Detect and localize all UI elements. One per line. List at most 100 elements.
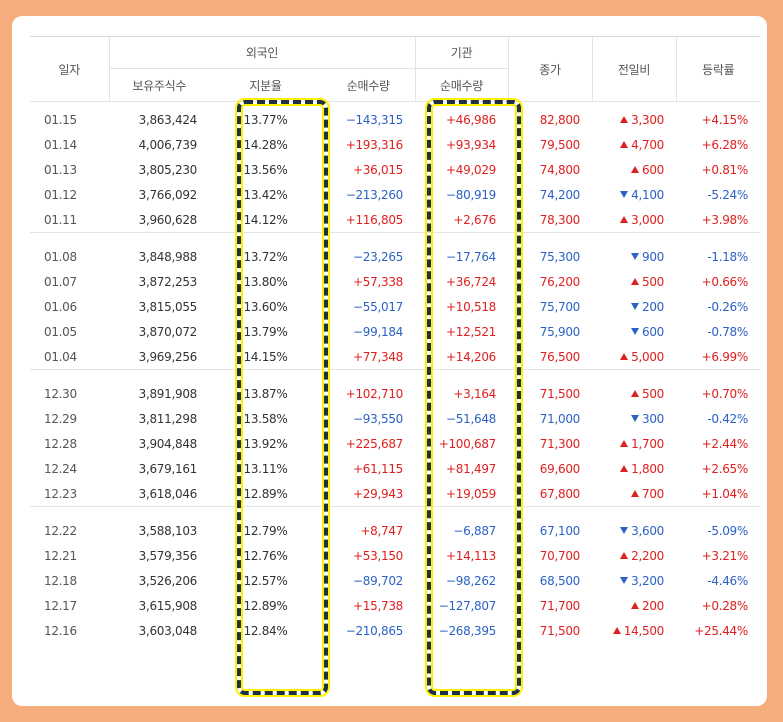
header-holdings: 보유주식수 (108, 68, 209, 102)
row-rate: -1.18% (707, 249, 748, 264)
row-inst-net: +93,934 (446, 137, 496, 152)
triangle-up-icon (630, 389, 639, 397)
row-inst-net: −6,887 (453, 523, 496, 538)
row-foreign-net: −99,184 (353, 324, 403, 339)
table-row: 01.08 3,848,988 13.72% −23,265 −17,764 75,300… (30, 244, 760, 269)
row-rate: +3.21% (701, 548, 749, 563)
row-change-value: 700 (641, 486, 664, 501)
table-row: 01.11 3,960,628 14.12% +116,805 +2,676 78,300… (30, 207, 760, 233)
row-close: 70,700 (539, 548, 581, 563)
row-change-value: 900 (641, 249, 664, 264)
row-change-value: 14,500 (623, 623, 665, 638)
table-row: 01.04 3,969,256 14.15% +77,348 +14,206 76,500… (30, 344, 760, 370)
row-date: 12.17 (44, 598, 77, 613)
row-change: 200 (592, 593, 676, 618)
table-row: 01.07 3,872,253 13.80% +57,338 +36,724 76,200… (30, 269, 760, 294)
row-change: 700 (592, 481, 676, 507)
row-rate: -5.24% (707, 187, 748, 202)
row-holdings: 3,615,908 (138, 598, 198, 613)
row-change-value: 600 (641, 324, 664, 339)
row-close: 78,300 (539, 212, 581, 227)
row-close: 67,100 (539, 523, 581, 538)
row-ratio: 13.77% (243, 112, 288, 127)
row-holdings: 3,805,230 (138, 162, 198, 177)
table-row: 01.14 4,006,739 14.28% +193,316 +93,934 79,50… (30, 132, 760, 157)
triangle-up-icon (620, 215, 629, 223)
row-ratio: 13.79% (243, 324, 288, 339)
row-close: 71,700 (539, 598, 581, 613)
row-foreign-net: +29,943 (353, 486, 403, 501)
row-change: 1,800 (592, 456, 676, 481)
row-change-value: 300 (641, 411, 664, 426)
row-holdings: 3,766,092 (138, 187, 198, 202)
row-date: 12.30 (44, 386, 77, 401)
row-close: 71,500 (539, 623, 581, 638)
triangle-down-icon (630, 414, 639, 422)
group-separator (30, 506, 760, 518)
row-holdings: 3,872,253 (138, 274, 198, 289)
row-rate: +0.81% (701, 162, 749, 177)
row-change: 3,600 (592, 518, 676, 543)
row-ratio: 13.42% (243, 187, 288, 202)
row-date: 12.23 (44, 486, 77, 501)
row-foreign-net: −89,702 (353, 573, 403, 588)
triangle-up-icon (620, 352, 629, 360)
triangle-up-icon (620, 464, 629, 472)
row-foreign-net: −210,865 (345, 623, 404, 638)
row-rate: -5.09% (707, 523, 748, 538)
row-holdings: 3,579,356 (138, 548, 198, 563)
row-change: 300 (592, 406, 676, 431)
table-row: 12.21 3,579,356 12.76% +53,150 +14,113 70,700… (30, 543, 760, 568)
row-foreign-net: +77,348 (353, 349, 403, 364)
triangle-up-icon (630, 165, 639, 173)
row-date: 01.06 (44, 299, 77, 314)
row-rate: -4.46% (707, 573, 748, 588)
row-ratio: 13.80% (243, 274, 288, 289)
table-row: 01.12 3,766,092 13.42% −213,260 −80,919 74,20… (30, 182, 760, 207)
row-rate: +0.70% (701, 386, 749, 401)
row-change-value: 500 (641, 274, 664, 289)
row-rate: +25.44% (694, 623, 748, 638)
row-holdings: 3,815,055 (138, 299, 198, 314)
row-ratio: 13.60% (243, 299, 288, 314)
row-close: 82,800 (539, 112, 581, 127)
triangle-down-icon (630, 252, 639, 260)
row-close: 67,800 (539, 486, 581, 501)
header-close: 종가 (507, 36, 592, 102)
row-holdings: 3,848,988 (138, 249, 198, 264)
row-date: 12.21 (44, 548, 77, 563)
row-rate: -0.78% (707, 324, 748, 339)
table-row: 12.30 3,891,908 13.87% +102,710 +3,164 71,500… (30, 381, 760, 406)
row-change: 3,300 (592, 107, 676, 132)
row-foreign-net: +8,747 (360, 523, 403, 538)
row-change-value: 200 (641, 598, 664, 613)
header-rate: 등락률 (675, 36, 760, 102)
row-close: 79,500 (539, 137, 581, 152)
row-foreign-net: +193,316 (345, 137, 404, 152)
row-foreign-net: +53,150 (353, 548, 403, 563)
row-foreign-net: −23,265 (353, 249, 403, 264)
row-inst-net: −51,648 (446, 411, 496, 426)
group-separator (30, 232, 760, 244)
row-ratio: 13.11% (243, 461, 288, 476)
row-rate: +6.28% (701, 137, 749, 152)
triangle-down-icon (630, 302, 639, 310)
row-change: 4,700 (592, 132, 676, 157)
row-holdings: 3,904,848 (138, 436, 198, 451)
row-date: 01.11 (44, 212, 77, 227)
row-close: 68,500 (539, 573, 581, 588)
row-holdings: 3,526,206 (138, 573, 198, 588)
row-change: 1,700 (592, 431, 676, 456)
table-row: 12.17 3,615,908 12.89% +15,738 −127,807 71,70… (30, 593, 760, 618)
row-close: 75,300 (539, 249, 581, 264)
row-ratio: 12.84% (243, 623, 288, 638)
row-date: 01.04 (44, 349, 77, 364)
row-change: 5,000 (592, 344, 676, 370)
row-date: 01.07 (44, 274, 77, 289)
row-date: 12.18 (44, 573, 77, 588)
row-date: 12.24 (44, 461, 77, 476)
row-date: 01.05 (44, 324, 77, 339)
header-ratio: 지분율 (209, 68, 322, 102)
row-foreign-net: +15,738 (353, 598, 403, 613)
row-inst-net: +14,206 (446, 349, 496, 364)
